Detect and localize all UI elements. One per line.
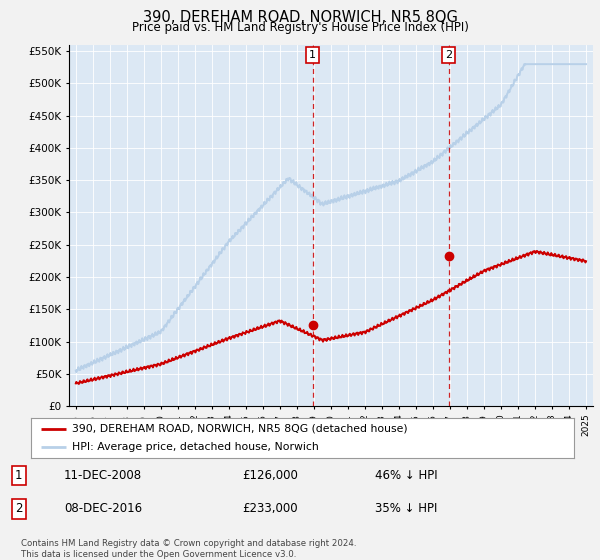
Text: £126,000: £126,000 — [242, 469, 298, 482]
Text: 35% ↓ HPI: 35% ↓ HPI — [375, 502, 437, 515]
Text: 2: 2 — [445, 50, 452, 60]
Text: 390, DEREHAM ROAD, NORWICH, NR5 8QG: 390, DEREHAM ROAD, NORWICH, NR5 8QG — [143, 10, 457, 25]
Text: 11-DEC-2008: 11-DEC-2008 — [64, 469, 142, 482]
Text: HPI: Average price, detached house, Norwich: HPI: Average price, detached house, Norw… — [72, 442, 319, 452]
Text: 08-DEC-2016: 08-DEC-2016 — [64, 502, 142, 515]
Text: Contains HM Land Registry data © Crown copyright and database right 2024.
This d: Contains HM Land Registry data © Crown c… — [21, 539, 356, 559]
Text: 46% ↓ HPI: 46% ↓ HPI — [375, 469, 437, 482]
Text: Price paid vs. HM Land Registry's House Price Index (HPI): Price paid vs. HM Land Registry's House … — [131, 21, 469, 34]
Text: £233,000: £233,000 — [242, 502, 298, 515]
Text: 2: 2 — [15, 502, 23, 515]
Text: 1: 1 — [15, 469, 23, 482]
Text: 1: 1 — [309, 50, 316, 60]
Text: 390, DEREHAM ROAD, NORWICH, NR5 8QG (detached house): 390, DEREHAM ROAD, NORWICH, NR5 8QG (det… — [72, 424, 407, 433]
